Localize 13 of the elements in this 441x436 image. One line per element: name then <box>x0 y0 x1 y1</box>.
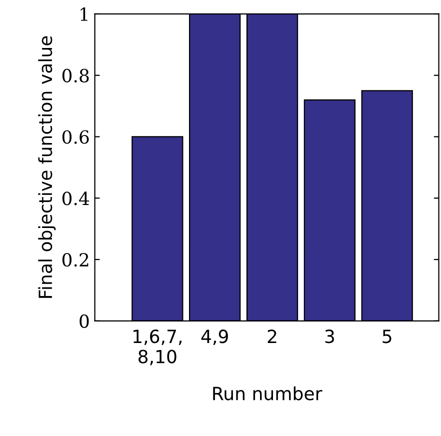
x-tick-label: 2 <box>268 330 276 343</box>
y-tick-label: 0.2 <box>62 252 88 267</box>
x-tick-label: 5 <box>382 330 392 344</box>
y-tick-label: 1 <box>80 7 88 21</box>
y-tick-label: 0.8 <box>62 68 89 82</box>
x-axis-title: Run number <box>213 386 322 400</box>
y-tick-label: 0.4 <box>62 192 90 206</box>
x-tick-label: 1,6,7, 8,10 <box>134 330 182 366</box>
y-tick-label: 0.6 <box>62 130 89 144</box>
y-tick-label: 0 <box>80 314 89 328</box>
x-tick-label: 3 <box>325 330 334 344</box>
y-axis-title: Final objective function value <box>38 36 56 298</box>
x-tick-label: 4,9 <box>201 330 228 346</box>
